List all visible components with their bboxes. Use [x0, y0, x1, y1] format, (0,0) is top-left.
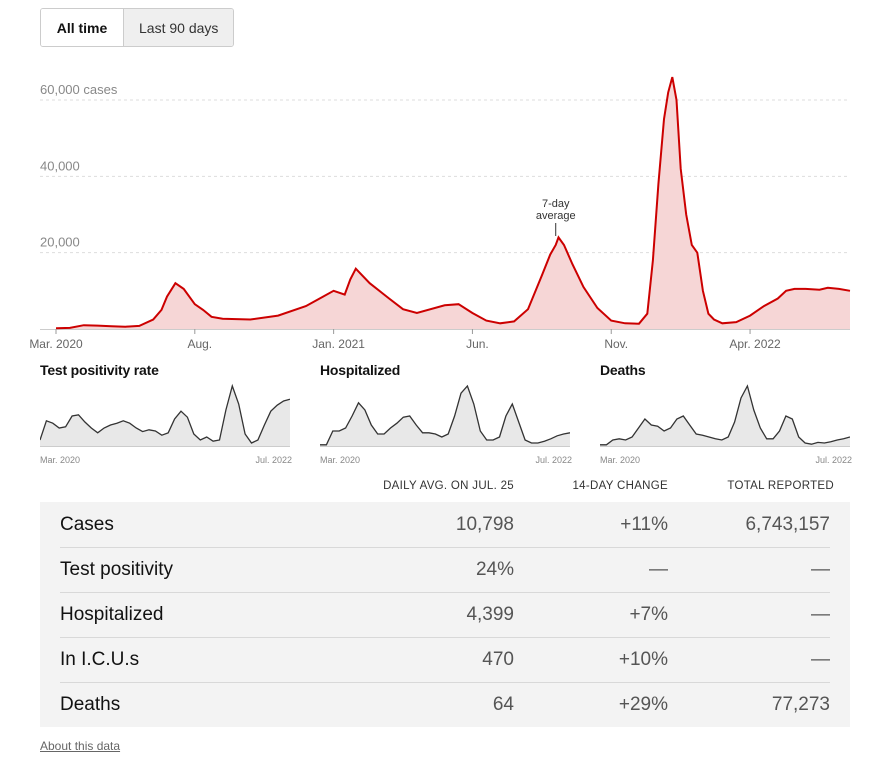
- header-daily-avg: DAILY AVG. ON JUL. 25: [383, 480, 514, 492]
- mini-line: [600, 384, 851, 446]
- mini-chart-svg: [39, 383, 291, 447]
- table-row: Deaths 64 +29% 77,273: [60, 682, 830, 727]
- mini-area: [600, 386, 850, 446]
- mini-chart-svg: [600, 384, 851, 447]
- total-value: 6,743,157: [745, 513, 830, 535]
- mini-line: [39, 383, 291, 444]
- about-this-data-link[interactable]: About this data: [40, 739, 121, 753]
- table-row: In I.C.U.s 470 +10% —: [60, 637, 830, 682]
- cases-area: [56, 77, 850, 329]
- change-value: —: [649, 559, 668, 580]
- table-row: Cases 10,798 +11% 6,743,157: [60, 502, 830, 547]
- header-total-reported: TOTAL REPORTED: [727, 480, 834, 492]
- y-tick-label: 40,000: [40, 158, 80, 173]
- time-range-toggle: All time Last 90 days: [40, 8, 235, 47]
- mini-chart-hospitalized: Hospitalized Mar. 2020 Jul. 2022: [320, 362, 572, 465]
- mini-chart-title: Hospitalized: [320, 362, 401, 378]
- row-label: Hospitalized: [60, 604, 164, 625]
- total-value: 77,273: [771, 694, 830, 715]
- x-tick-label: Jun.: [466, 337, 489, 351]
- last-90-days-button[interactable]: Last 90 days: [123, 9, 234, 46]
- all-time-button[interactable]: All time: [41, 9, 123, 46]
- cases-line: [55, 76, 851, 330]
- daily-avg-value: 24%: [475, 559, 514, 580]
- change-value: +7%: [629, 604, 668, 625]
- x-label-start: Mar. 2020: [600, 455, 641, 465]
- total-value: —: [811, 559, 830, 580]
- mini-chart-test-positivity: Test positivity rate Mar. 2020 Jul. 2022: [39, 362, 292, 465]
- daily-avg-value: 10,798: [455, 513, 514, 535]
- table-row: Hospitalized 4,399 +7% —: [60, 592, 830, 637]
- mini-area: [320, 386, 570, 446]
- y-tick-label: 20,000: [40, 235, 80, 250]
- annotation-line1: 7-day: [542, 198, 570, 210]
- x-label-end: Jul. 2022: [535, 455, 572, 465]
- x-label-end: Jul. 2022: [255, 455, 292, 465]
- annotation-line2: average: [536, 210, 576, 222]
- row-label: Cases: [60, 513, 114, 535]
- change-value: +29%: [618, 694, 668, 715]
- x-tick-label: Nov.: [604, 337, 628, 351]
- mini-chart-svg: [320, 384, 571, 447]
- x-label-end: Jul. 2022: [815, 455, 852, 465]
- y-tick-label: 60,000 cases: [40, 82, 118, 97]
- x-tick-label: Mar. 2020: [29, 337, 83, 351]
- table-row: Test positivity 24% — —: [60, 547, 830, 592]
- mini-chart-title: Test positivity rate: [40, 362, 159, 378]
- row-label: Deaths: [60, 694, 121, 715]
- cases-chart: 20,000 40,000 60,000 cases Mar. 2020 Aug. Ja…: [29, 76, 851, 351]
- change-value: +10%: [618, 649, 668, 670]
- x-tick-label: Apr. 2022: [729, 337, 781, 351]
- x-tick-label: Jan. 2021: [312, 337, 365, 351]
- row-label: In I.C.U.s: [60, 649, 140, 670]
- mini-line: [320, 384, 571, 446]
- daily-avg-value: 470: [482, 649, 514, 670]
- change-value: +11%: [620, 513, 668, 535]
- row-label: Test positivity: [60, 559, 173, 580]
- total-value: —: [811, 604, 830, 625]
- x-label-start: Mar. 2020: [320, 455, 361, 465]
- mini-chart-title: Deaths: [600, 362, 646, 378]
- daily-avg-value: 64: [492, 694, 514, 715]
- annotation: 7-day average: [536, 198, 576, 236]
- x-label-start: Mar. 2020: [40, 455, 81, 465]
- mini-area: [40, 386, 290, 446]
- header-14-day-change: 14-DAY CHANGE: [572, 480, 668, 492]
- x-tick-label: Aug.: [187, 337, 212, 351]
- total-value: —: [811, 649, 830, 670]
- mini-chart-deaths: Deaths Mar. 2020 Jul. 2022: [600, 362, 852, 465]
- daily-avg-value: 4,399: [466, 604, 514, 625]
- summary-table: Cases 10,798 +11% 6,743,157 Test positivity 2…: [40, 502, 850, 727]
